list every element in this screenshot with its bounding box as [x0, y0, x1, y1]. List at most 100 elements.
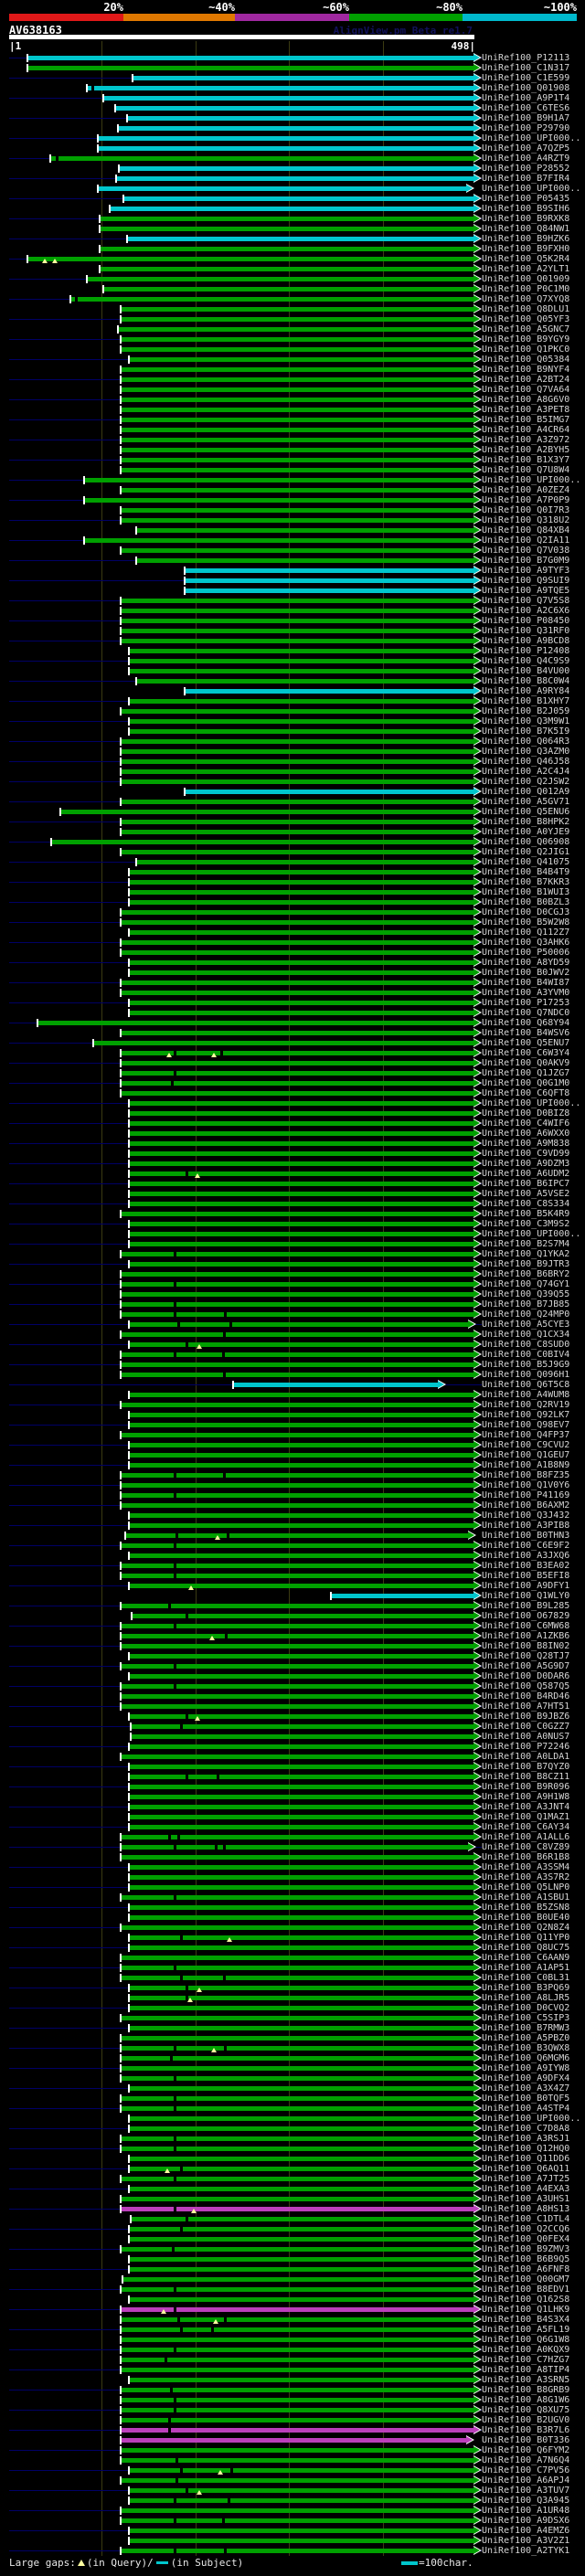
hit-label[interactable]: UniRef100_Q11YP0	[482, 1933, 570, 1943]
hit-label[interactable]: UniRef100_Q0I7R3	[482, 505, 570, 515]
hit-label[interactable]: UniRef100_B8GRB9	[482, 2385, 570, 2395]
hit-label[interactable]: UniRef100_A7P0P9	[482, 495, 570, 505]
hit-label[interactable]: UniRef100_A0KQX9	[482, 2345, 570, 2355]
hit-row[interactable]: UniRef100_A0NUS7	[0, 1732, 585, 1742]
hit-label[interactable]: UniRef100_A9M838	[482, 1139, 570, 1149]
hit-row[interactable]: UniRef100_P50006	[0, 948, 585, 958]
hit-row[interactable]: UniRef100_Q7VA64	[0, 385, 585, 395]
hit-label[interactable]: UniRef100_A5GV71	[482, 797, 570, 807]
hit-label[interactable]: UniRef100_Q7VA64	[482, 385, 570, 395]
hit-label[interactable]: UniRef100_A3RSJ1	[482, 2134, 570, 2144]
hit-row[interactable]: UniRef100_A3S7R2	[0, 1872, 585, 1882]
hit-label[interactable]: UniRef100_A1UR48	[482, 2506, 570, 2516]
hit-label[interactable]: UniRef100_Q92LK7	[482, 1410, 570, 1420]
hit-row[interactable]: UniRef100_B1X3Y7	[0, 455, 585, 465]
hit-label[interactable]: UniRef100_Q84XB4	[482, 525, 570, 535]
hit-label[interactable]: UniRef100_Q012A9	[482, 787, 570, 797]
hit-row[interactable]: UniRef100_B5K4R9	[0, 1209, 585, 1219]
hit-row[interactable]: UniRef100_Q0FEX4	[0, 2234, 585, 2244]
hit-label[interactable]: UniRef100_Q587Q5	[482, 1681, 570, 1691]
hit-label[interactable]: UniRef100_Q1LHK9	[482, 2305, 570, 2315]
hit-row[interactable]: UniRef100_P29790	[0, 123, 585, 133]
hit-row[interactable]: UniRef100_Q5ENU6	[0, 807, 585, 817]
hit-row[interactable]: UniRef100_B1WUI3	[0, 887, 585, 897]
hit-row[interactable]: UniRef100_A0YJE9	[0, 827, 585, 837]
hit-row[interactable]: UniRef100_Q9SUI9	[0, 576, 585, 586]
hit-row[interactable]: UniRef100_A2TYK1	[0, 2546, 585, 2556]
hit-row[interactable]: UniRef100_B7K5I9	[0, 726, 585, 737]
hit-row[interactable]: UniRef100_B0BZL3	[0, 897, 585, 907]
hit-row[interactable]: UniRef100_B0T336	[0, 2435, 585, 2445]
hit-label[interactable]: UniRef100_B4VU00	[482, 666, 570, 676]
hit-label[interactable]: UniRef100_Q2CCQ6	[482, 2224, 570, 2234]
hit-label[interactable]: UniRef100_B6AXM2	[482, 1500, 570, 1511]
hit-row[interactable]: UniRef100_A0LDA1	[0, 1752, 585, 1762]
hit-label[interactable]: UniRef100_UPI000..	[482, 133, 581, 143]
hit-row[interactable]: UniRef100_C6MW68	[0, 1621, 585, 1631]
hit-label[interactable]: UniRef100_B9R096	[482, 1782, 570, 1792]
hit-row[interactable]: UniRef100_B9NYF4	[0, 365, 585, 375]
hit-label[interactable]: UniRef100_A4EMZ6	[482, 2526, 570, 2536]
hit-row[interactable]: UniRef100_Q6AQ11	[0, 2164, 585, 2174]
hit-label[interactable]: UniRef100_B8IN02	[482, 1641, 570, 1651]
hit-row[interactable]: UniRef100_B9FXH0	[0, 244, 585, 254]
hit-row[interactable]: UniRef100_Q318U2	[0, 515, 585, 525]
hit-row[interactable]: UniRef100_B7FIR4	[0, 174, 585, 184]
hit-row[interactable]: UniRef100_Q096H1	[0, 1370, 585, 1380]
hit-row[interactable]: UniRef100_Q00GM7	[0, 2274, 585, 2284]
hit-label[interactable]: UniRef100_Q318U2	[482, 515, 570, 525]
hit-label[interactable]: UniRef100_Q4C9S9	[482, 656, 570, 666]
hit-row[interactable]: UniRef100_Q6G1W8	[0, 2335, 585, 2345]
hit-label[interactable]: UniRef100_C4WIF6	[482, 1118, 570, 1129]
hit-row[interactable]: UniRef100_B5EFI8	[0, 1571, 585, 1581]
hit-label[interactable]: UniRef100_Q1CX34	[482, 1330, 570, 1340]
hit-label[interactable]: UniRef100_B8FZ35	[482, 1470, 570, 1480]
hit-row[interactable]: UniRef100_A9TQE5	[0, 586, 585, 596]
hit-label[interactable]: UniRef100_Q6AQ11	[482, 2164, 570, 2174]
hit-label[interactable]: UniRef100_Q0AKV9	[482, 1058, 570, 1068]
hit-label[interactable]: UniRef100_A2YLT1	[482, 264, 570, 274]
hit-label[interactable]: UniRef100_Q5ENU6	[482, 807, 570, 817]
hit-label[interactable]: UniRef100_P0C1M0	[482, 284, 570, 294]
hit-row[interactable]: UniRef100_UPI000..	[0, 2114, 585, 2124]
hit-label[interactable]: UniRef100_B2S7M4	[482, 1239, 570, 1249]
hit-label[interactable]: UniRef100_P05435	[482, 194, 570, 204]
hit-label[interactable]: UniRef100_B0THN3	[482, 1531, 570, 1541]
hit-row[interactable]: UniRef100_A9BCD8	[0, 636, 585, 646]
hit-row[interactable]: UniRef100_Q4FP37	[0, 1430, 585, 1440]
hit-row[interactable]: UniRef100_B8C0W4	[0, 676, 585, 686]
hit-label[interactable]: UniRef100_Q01908	[482, 83, 570, 93]
hit-label[interactable]: UniRef100_Q112Z7	[482, 928, 570, 938]
hit-label[interactable]: UniRef100_B1WUI3	[482, 887, 570, 897]
hit-row[interactable]: UniRef100_B0TQF5	[0, 2094, 585, 2104]
hit-row[interactable]: UniRef100_B9HZK6	[0, 234, 585, 244]
hit-label[interactable]: UniRef100_B7KKR3	[482, 877, 570, 887]
hit-row[interactable]: UniRef100_C6TES6	[0, 103, 585, 113]
hit-row[interactable]: UniRef100_B9JTR3	[0, 1259, 585, 1269]
hit-label[interactable]: UniRef100_A1AP51	[482, 1963, 570, 1973]
hit-label[interactable]: UniRef100_B6IPC7	[482, 1179, 570, 1189]
hit-row[interactable]: UniRef100_Q587Q5	[0, 1681, 585, 1691]
hit-row[interactable]: UniRef100_B6R1B8	[0, 1852, 585, 1862]
hit-row[interactable]: UniRef100_C6QFT8	[0, 1088, 585, 1098]
hit-label[interactable]: UniRef100_A3S7R2	[482, 1872, 570, 1882]
hit-label[interactable]: UniRef100_C6QFT8	[482, 1088, 570, 1098]
hit-label[interactable]: UniRef100_B1X3Y7	[482, 455, 570, 465]
hit-label[interactable]: UniRef100_B0UE40	[482, 1913, 570, 1923]
hit-row[interactable]: UniRef100_Q5ENU7	[0, 1038, 585, 1048]
hit-label[interactable]: UniRef100_B6B9Q5	[482, 2254, 570, 2264]
hit-label[interactable]: UniRef100_Q1GEU7	[482, 1450, 570, 1460]
hit-row[interactable]: UniRef100_B4RD46	[0, 1691, 585, 1701]
hit-row[interactable]: UniRef100_P0C1M0	[0, 284, 585, 294]
hit-row[interactable]: UniRef100_C8SUD0	[0, 1340, 585, 1350]
hit-row[interactable]: UniRef100_A1ALL6	[0, 1832, 585, 1842]
hit-row[interactable]: UniRef100_B9YGY9	[0, 334, 585, 345]
hit-row[interactable]: UniRef100_A9DFY1	[0, 1581, 585, 1591]
hit-row[interactable]: UniRef100_B9H1A7	[0, 113, 585, 123]
hit-label[interactable]: UniRef100_C1DTL4	[482, 2214, 570, 2224]
hit-label[interactable]: UniRef100_B4RD46	[482, 1691, 570, 1701]
hit-row[interactable]: UniRef100_A3PIB8	[0, 1521, 585, 1531]
hit-row[interactable]: UniRef100_A0KQX9	[0, 2345, 585, 2355]
hit-label[interactable]: UniRef100_B4S3X4	[482, 2315, 570, 2325]
hit-label[interactable]: UniRef100_Q24MP0	[482, 1309, 570, 1320]
